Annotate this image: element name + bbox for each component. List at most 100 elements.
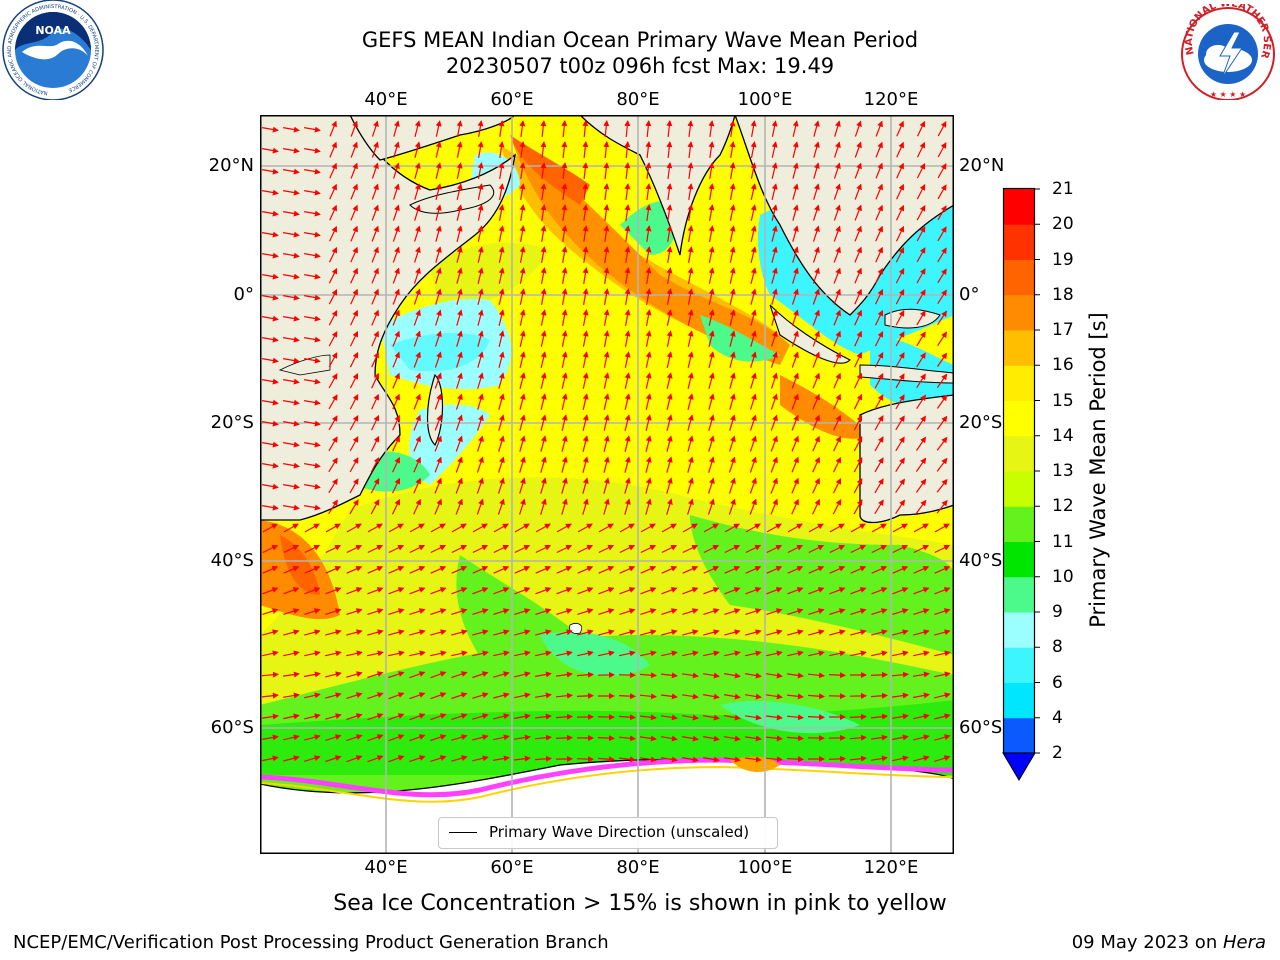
wave-direction-arrow	[808, 566, 825, 574]
wave-direction-arrow	[350, 267, 358, 284]
wave-direction-arrow	[708, 183, 715, 200]
wave-direction-arrow	[388, 650, 405, 657]
wave-direction-arrow	[388, 608, 405, 615]
wave-direction-arrow	[850, 608, 867, 615]
wave-direction-arrow	[791, 309, 799, 326]
wave-direction-arrow	[435, 183, 442, 200]
wave-direction-arrow	[666, 393, 673, 410]
wave-direction-arrow	[540, 309, 547, 326]
wave-direction-arrow	[430, 671, 447, 679]
wave-direction-arrow	[455, 477, 463, 494]
wave-direction-arrow	[477, 309, 484, 326]
wave-direction-arrow	[393, 183, 400, 200]
wave-direction-arrow	[303, 420, 321, 427]
wave-direction-arrow	[455, 498, 463, 515]
lon-label-top: 80°E	[616, 89, 660, 110]
wave-direction-arrow	[472, 692, 489, 699]
wave-direction-arrow	[750, 141, 757, 159]
wave-direction-arrow	[892, 713, 909, 720]
wave-direction-arrow	[540, 246, 547, 264]
wave-direction-arrow	[916, 415, 926, 431]
wave-direction-arrow	[828, 755, 846, 762]
wave-direction-arrow	[456, 330, 463, 347]
wave-direction-arrow	[661, 544, 678, 554]
noaa-logo: NOAA NATIONAL OCEANIC AND ATMOSPHERIC AD…	[2, 0, 104, 100]
wave-direction-arrow	[645, 183, 652, 200]
wave-direction-arrow	[540, 435, 547, 452]
wave-direction-arrow	[854, 162, 862, 179]
wave-direction-arrow	[540, 141, 547, 158]
wave-direction-arrow	[624, 225, 631, 242]
wave-direction-arrow	[913, 587, 930, 595]
wave-direction-arrow	[392, 351, 400, 368]
colorbar-swatch	[1004, 189, 1034, 225]
wave-direction-arrow	[745, 714, 762, 721]
wave-direction-arrow	[916, 268, 926, 284]
wave-direction-arrow	[766, 735, 783, 742]
wave-direction-arrow	[896, 183, 904, 200]
wave-direction-arrow	[687, 288, 694, 305]
wave-direction-arrow	[498, 288, 505, 305]
wave-direction-arrow	[477, 267, 484, 284]
wave-direction-arrow	[808, 544, 825, 554]
wave-direction-arrow	[540, 288, 547, 306]
wave-direction-arrow	[413, 435, 421, 452]
wave-direction-arrow	[603, 456, 610, 473]
wave-direction-arrow	[493, 587, 510, 595]
wave-direction-arrow	[577, 544, 594, 554]
wave-direction-arrow	[409, 523, 425, 533]
wave-direction-arrow	[367, 650, 384, 657]
wave-direction-arrow	[598, 608, 615, 615]
wave-direction-arrow	[434, 498, 442, 515]
wave-direction-arrow	[371, 372, 380, 389]
wave-direction-arrow	[282, 315, 300, 322]
wave-direction-arrow	[875, 225, 883, 242]
wave-direction-arrow	[687, 435, 694, 452]
wave-direction-arrow	[895, 204, 905, 221]
wave-direction-arrow	[766, 650, 783, 657]
wave-direction-arrow	[328, 246, 338, 263]
wave-direction-arrow	[561, 351, 568, 368]
wave-direction-arrow	[854, 351, 862, 368]
wave-direction-arrow	[934, 544, 951, 554]
lon-label-bottom: 80°E	[616, 857, 660, 878]
footer-credit: NCEP/EMC/Verification Post Processing Pr…	[13, 932, 609, 953]
wave-direction-arrow	[392, 267, 400, 284]
wave-direction-arrow	[915, 457, 927, 472]
wave-direction-arrow	[687, 393, 694, 410]
wave-direction-arrow	[262, 629, 279, 636]
wave-direction-arrow	[729, 183, 736, 201]
wave-direction-arrow	[451, 650, 468, 657]
wave-direction-arrow	[766, 672, 783, 679]
wave-direction-arrow	[388, 544, 405, 554]
wave-direction-arrow	[729, 204, 736, 221]
wave-direction-arrow	[325, 755, 342, 763]
wave-direction-arrow	[853, 457, 863, 473]
wave-direction-arrow	[325, 650, 342, 657]
wave-direction-arrow	[413, 267, 421, 284]
wave-direction-arrow	[603, 414, 610, 431]
wave-direction-arrow	[708, 372, 715, 389]
wave-direction-arrow	[514, 608, 531, 615]
wave-direction-arrow	[261, 441, 279, 448]
wave-direction-arrow	[770, 351, 778, 368]
wave-direction-arrow	[745, 544, 762, 554]
wave-direction-arrow	[681, 756, 699, 763]
wave-direction-arrow	[409, 608, 426, 615]
lat-label-left: 20°N	[208, 155, 254, 176]
wave-direction-arrow	[582, 393, 589, 410]
colorbar-tick-label: 9	[1052, 602, 1063, 622]
wave-direction-arrow	[346, 671, 363, 678]
wave-direction-arrow	[371, 393, 379, 410]
wave-direction-arrow	[535, 566, 552, 574]
wave-direction-arrow	[349, 457, 359, 473]
wave-direction-arrow	[645, 162, 652, 179]
wave-direction-arrow	[724, 523, 740, 533]
wave-direction-arrow	[535, 713, 552, 720]
wave-direction-arrow	[791, 288, 799, 305]
wave-direction-arrow	[875, 162, 883, 179]
wave-direction-arrow	[682, 629, 699, 636]
wave-direction-arrow	[874, 457, 884, 473]
wave-direction-arrow	[371, 267, 379, 284]
wave-direction-arrow	[540, 351, 547, 368]
